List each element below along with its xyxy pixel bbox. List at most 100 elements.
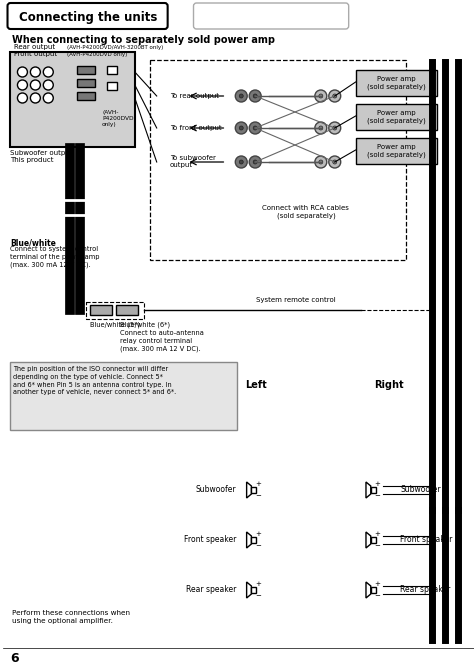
- Circle shape: [329, 122, 341, 134]
- Polygon shape: [246, 482, 251, 498]
- Bar: [77, 66, 95, 74]
- Bar: [356, 138, 437, 164]
- Text: −: −: [374, 493, 380, 499]
- Text: +: +: [255, 481, 261, 487]
- Text: −: −: [255, 593, 261, 599]
- FancyBboxPatch shape: [193, 3, 349, 29]
- Bar: [371, 487, 375, 493]
- Bar: [107, 82, 117, 90]
- Text: To rear output: To rear output: [170, 93, 219, 99]
- Text: +: +: [374, 532, 380, 538]
- Circle shape: [30, 67, 40, 77]
- Circle shape: [43, 67, 53, 77]
- Text: (AVH-P4200DVD/AVH-3200BT only): (AVH-P4200DVD/AVH-3200BT only): [67, 45, 164, 50]
- Circle shape: [43, 93, 53, 103]
- Circle shape: [333, 94, 337, 98]
- Circle shape: [239, 160, 243, 164]
- Text: Subwoofer: Subwoofer: [401, 485, 441, 495]
- Text: +: +: [374, 581, 380, 587]
- Bar: [10, 362, 237, 430]
- Circle shape: [249, 122, 261, 134]
- Circle shape: [319, 126, 323, 130]
- Text: Subwoofer output: Subwoofer output: [10, 150, 73, 156]
- Circle shape: [30, 93, 40, 103]
- Circle shape: [235, 156, 247, 168]
- Bar: [77, 79, 95, 87]
- Text: Rear speaker: Rear speaker: [186, 585, 236, 595]
- Circle shape: [235, 122, 247, 134]
- Circle shape: [253, 126, 257, 130]
- Circle shape: [315, 90, 327, 102]
- Text: To front output: To front output: [170, 125, 221, 131]
- Bar: [77, 92, 95, 100]
- Circle shape: [253, 160, 257, 164]
- Circle shape: [249, 156, 261, 168]
- Bar: [371, 537, 375, 543]
- Text: −: −: [374, 542, 380, 548]
- Bar: [356, 70, 437, 96]
- Circle shape: [319, 94, 323, 98]
- Text: Front speaker: Front speaker: [401, 536, 453, 544]
- Text: Front speaker: Front speaker: [184, 536, 236, 544]
- Bar: [116, 305, 138, 315]
- Circle shape: [30, 80, 40, 90]
- Circle shape: [235, 90, 247, 102]
- Bar: [107, 66, 117, 74]
- Bar: [356, 104, 437, 130]
- Text: System remote control: System remote control: [256, 297, 336, 303]
- Text: Right: Right: [374, 380, 403, 390]
- Text: (AVH-P4200DVD only): (AVH-P4200DVD only): [67, 52, 128, 57]
- Circle shape: [315, 122, 327, 134]
- Circle shape: [249, 90, 261, 102]
- Text: Subwoofer: Subwoofer: [196, 485, 236, 495]
- Circle shape: [43, 80, 53, 90]
- Bar: [371, 587, 375, 593]
- Circle shape: [329, 156, 341, 168]
- Circle shape: [333, 160, 337, 164]
- Text: The pin position of the ISO connector will differ
depending on the type of vehic: The pin position of the ISO connector wi…: [13, 366, 177, 395]
- Circle shape: [329, 90, 341, 102]
- Text: Connect to system control
terminal of the power amp
(max. 300 mA 12 V DC).: Connect to system control terminal of th…: [10, 246, 100, 267]
- Text: (AVH-
P4200DVD
only): (AVH- P4200DVD only): [102, 110, 134, 126]
- Text: Connect with RCA cables
(sold separately): Connect with RCA cables (sold separately…: [263, 205, 349, 219]
- Text: −: −: [374, 593, 380, 599]
- FancyBboxPatch shape: [8, 3, 168, 29]
- Text: 6: 6: [10, 651, 19, 665]
- Bar: [90, 305, 112, 315]
- Bar: [150, 60, 406, 260]
- Polygon shape: [246, 532, 251, 548]
- Text: Front output: Front output: [15, 51, 58, 57]
- Circle shape: [18, 80, 27, 90]
- Text: To subwoofer
output: To subwoofer output: [170, 155, 216, 169]
- Text: Rear speaker: Rear speaker: [401, 585, 451, 595]
- Circle shape: [239, 94, 243, 98]
- Polygon shape: [366, 482, 371, 498]
- Bar: [86, 302, 144, 319]
- Text: Blue/white (5*): Blue/white (5*): [90, 322, 140, 329]
- Text: −: −: [255, 493, 261, 499]
- Polygon shape: [246, 582, 251, 598]
- Text: Power amp
(sold separately): Power amp (sold separately): [367, 76, 426, 90]
- Text: Rear output: Rear output: [15, 44, 55, 50]
- Text: Blue/white (6*)
Connect to auto-antenna
relay control terminal
(max. 300 mA 12 V: Blue/white (6*) Connect to auto-antenna …: [120, 322, 204, 351]
- Bar: [10, 52, 135, 147]
- Circle shape: [315, 156, 327, 168]
- Circle shape: [319, 160, 323, 164]
- Text: Blue/white: Blue/white: [10, 238, 56, 247]
- Text: Connecting the units: Connecting the units: [19, 11, 157, 24]
- Text: Power amp
(sold separately): Power amp (sold separately): [367, 110, 426, 124]
- Text: +: +: [255, 581, 261, 587]
- Text: −: −: [255, 542, 261, 548]
- Text: +: +: [255, 532, 261, 538]
- Text: This product: This product: [10, 157, 54, 163]
- Text: Left: Left: [246, 380, 267, 390]
- Circle shape: [333, 126, 337, 130]
- Bar: [251, 537, 256, 543]
- Bar: [251, 587, 256, 593]
- Text: When connecting to separately sold power amp: When connecting to separately sold power…: [12, 35, 275, 45]
- Circle shape: [253, 94, 257, 98]
- Circle shape: [18, 93, 27, 103]
- Text: +: +: [374, 481, 380, 487]
- Text: Power amp
(sold separately): Power amp (sold separately): [367, 144, 426, 158]
- Polygon shape: [366, 532, 371, 548]
